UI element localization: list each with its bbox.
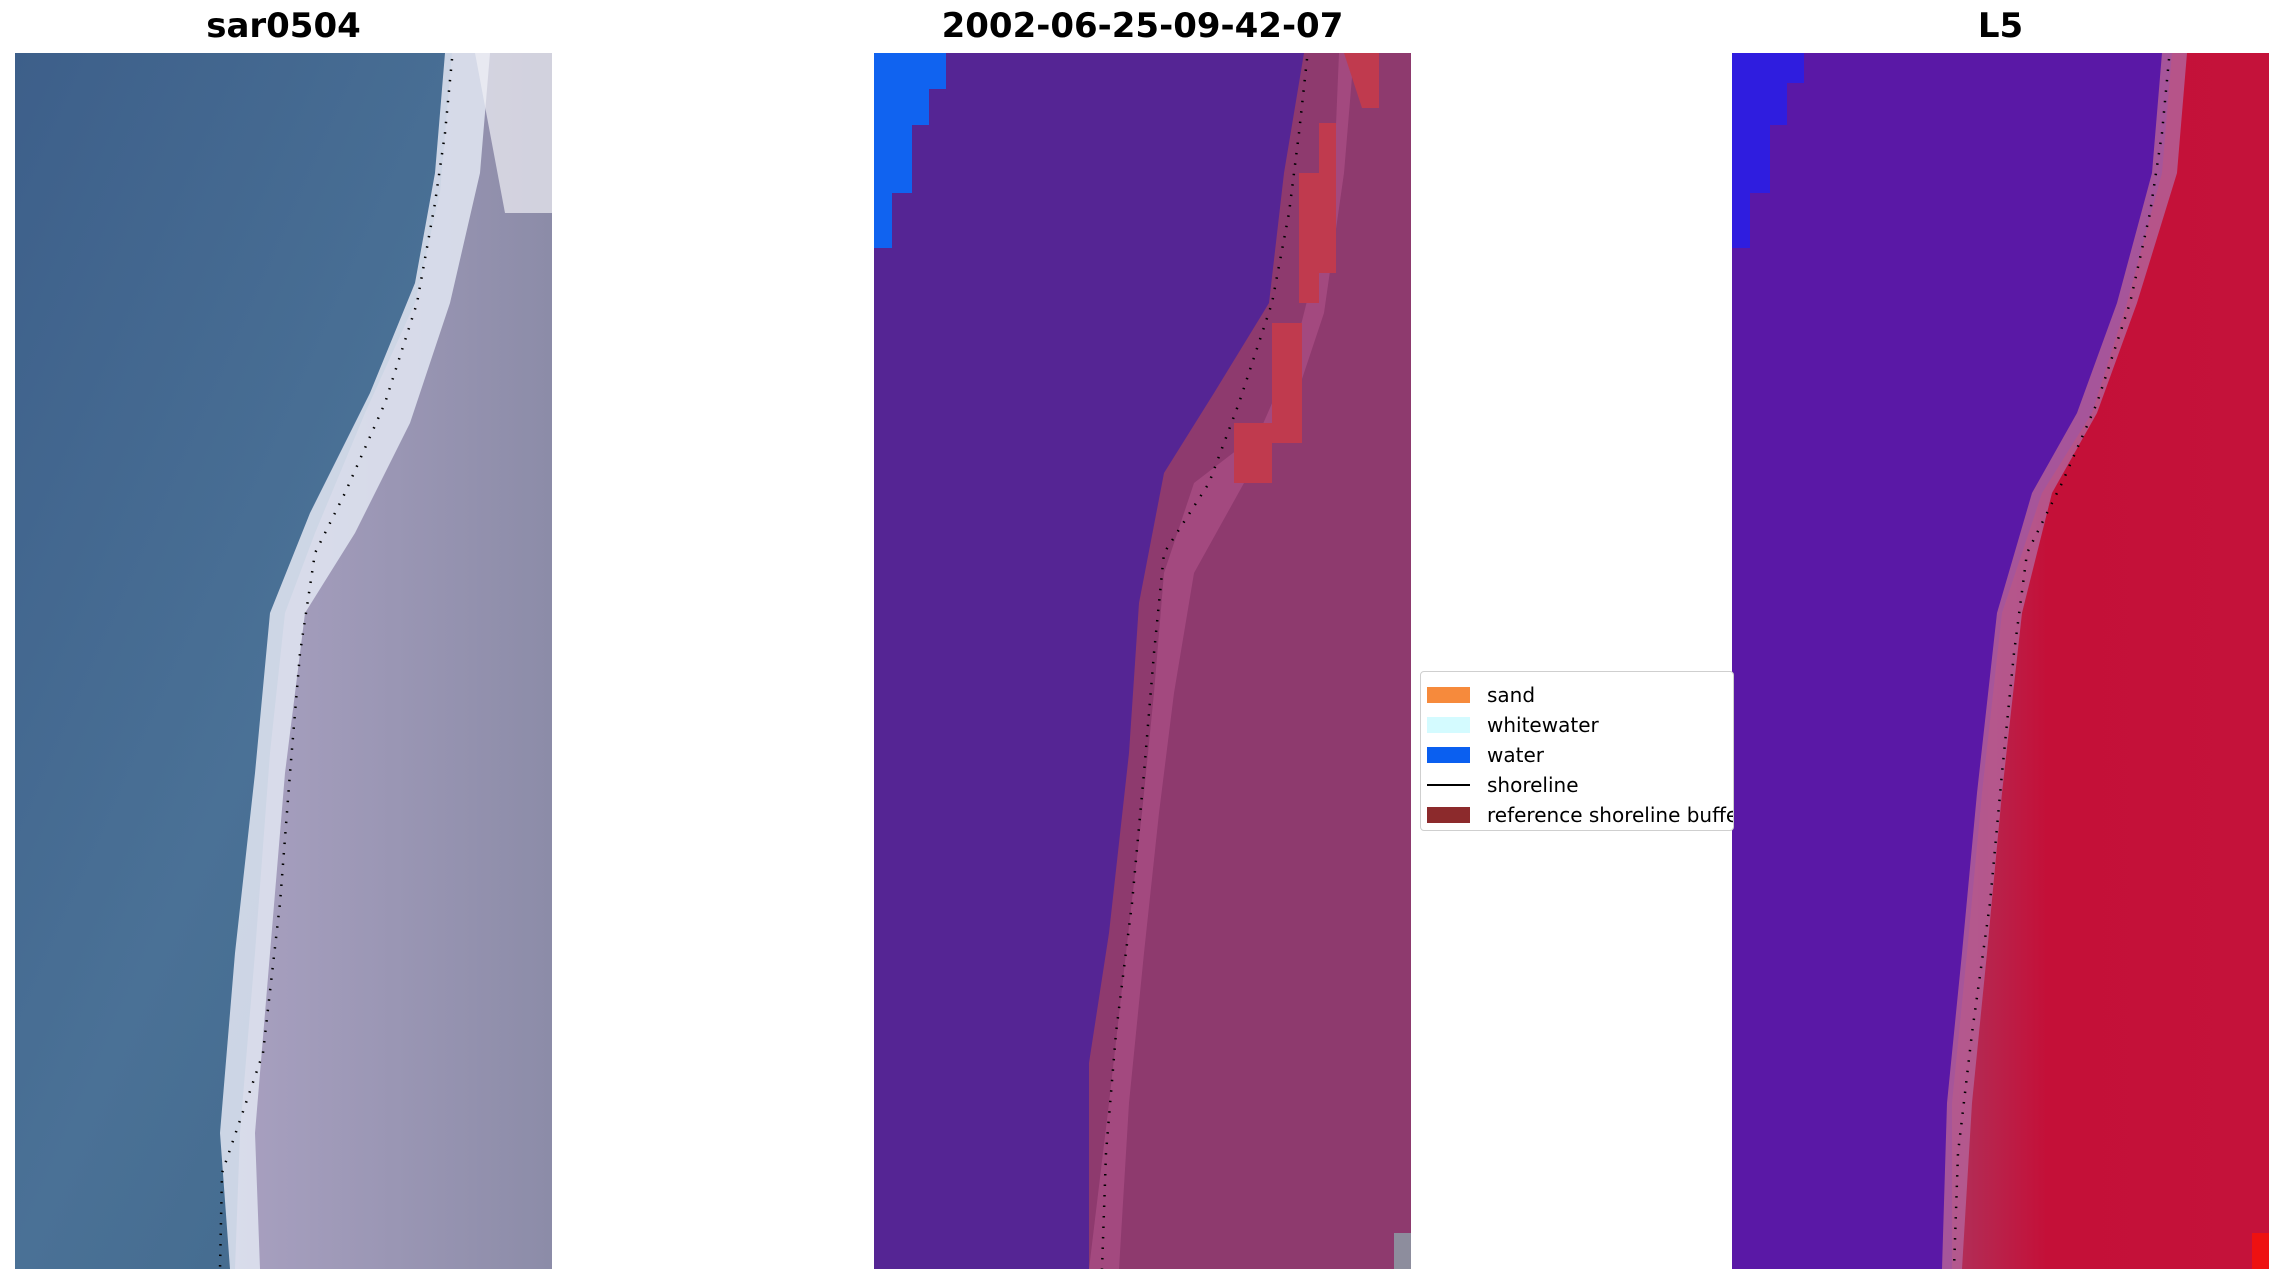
panel-title-classified: 2002-06-25-09-42-07 — [941, 6, 1344, 46]
rgb-image — [15, 53, 552, 1269]
index-image — [1732, 53, 2269, 1269]
legend-label: sand — [1487, 683, 1536, 707]
classified-image — [874, 53, 1411, 1269]
water-swatch — [1427, 747, 1470, 763]
legend-label: reference shoreline buffer — [1487, 803, 1734, 827]
reference-buffer-swatch — [1427, 807, 1470, 823]
index-image-panel — [1732, 53, 2269, 1269]
legend-label: whitewater — [1487, 713, 1599, 737]
legend-label: water — [1487, 743, 1544, 767]
classified-image-panel — [874, 53, 1411, 1269]
sand-swatch — [1427, 687, 1470, 703]
legend-item-whitewater: whitewater — [1427, 711, 1599, 739]
legend-item-water: water — [1427, 741, 1544, 769]
rgb-image-panel — [15, 53, 552, 1269]
panel-title-index: L5 — [1977, 6, 2024, 46]
legend-label: shoreline — [1487, 773, 1579, 797]
legend-item-sand: sand — [1427, 681, 1535, 709]
legend-item-reference-buffer: reference shoreline buffer — [1427, 801, 1734, 829]
shoreline-swatch — [1427, 784, 1470, 786]
legend: sand whitewater water shoreline referenc… — [1420, 671, 1734, 831]
panel-title-rgb: sar0504 — [206, 6, 361, 46]
whitewater-swatch — [1427, 717, 1470, 733]
legend-item-shoreline: shoreline — [1427, 771, 1579, 799]
